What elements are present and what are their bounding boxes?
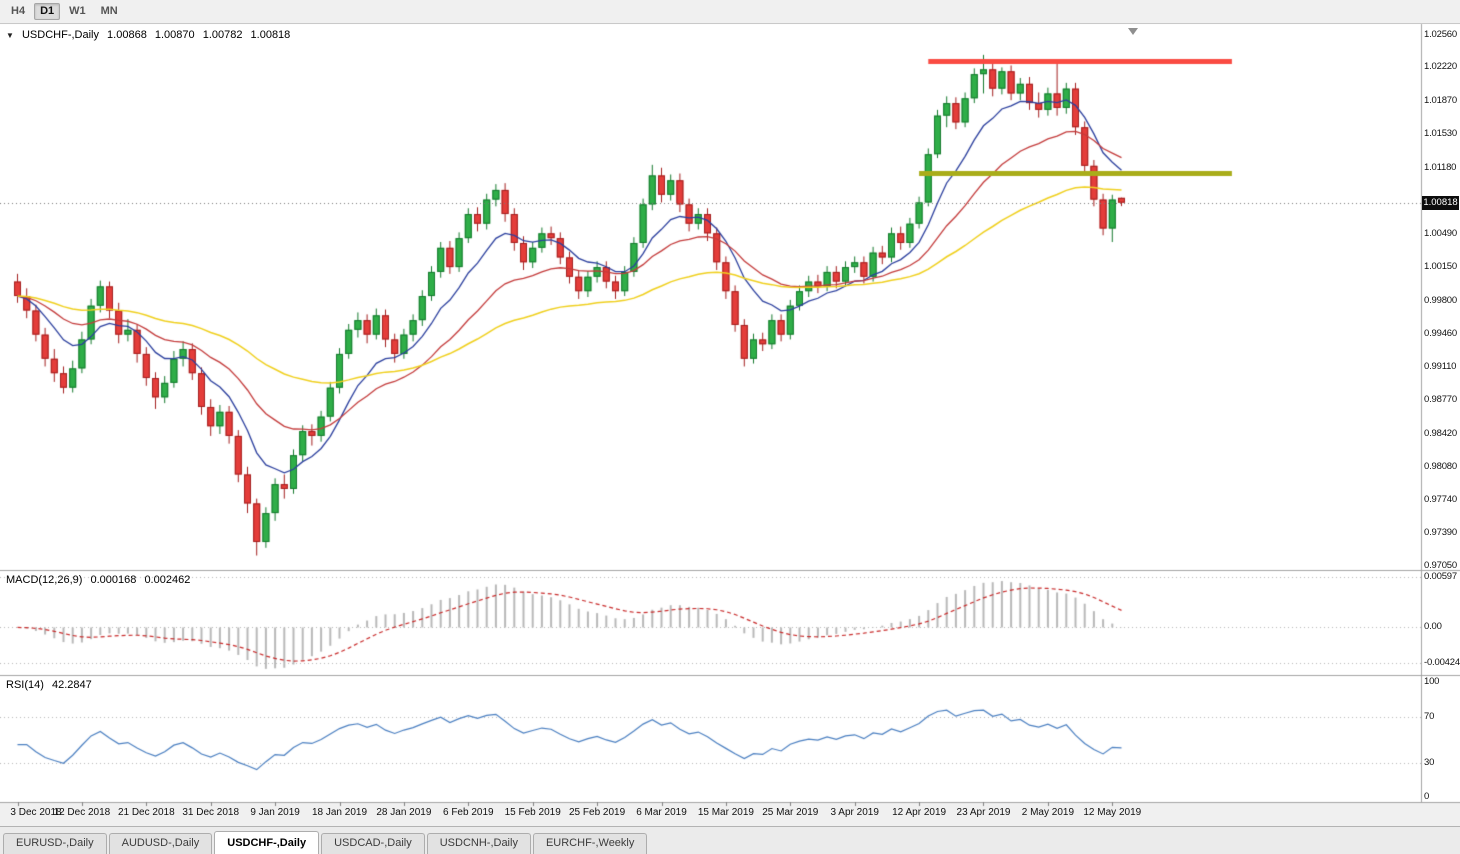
rsi-axis-label: 100 — [1424, 676, 1440, 687]
rsi-axis-label: 70 — [1424, 710, 1435, 722]
chart-title: ▼ USDCHF-,Daily 1.00868 1.00870 1.00782 … — [6, 29, 295, 41]
macd-axis-label: -0.00424 — [1424, 657, 1460, 669]
date-axis-label: 18 Jan 2019 — [311, 807, 368, 818]
price-axis-label: 1.02220 — [1424, 61, 1457, 73]
chart-tab-usdcad-daily[interactable]: USDCAD-,Daily — [321, 833, 425, 854]
timeframe-toolbar: H4 D1 W1 MN — [0, 0, 1460, 24]
chart-tab-audusd-daily[interactable]: AUDUSD-,Daily — [108, 833, 213, 854]
date-axis-label: 9 Jan 2019 — [250, 807, 300, 818]
ohlc-high: 1.00870 — [154, 29, 195, 41]
price-axis-label: 1.02560 — [1424, 28, 1457, 40]
rsi-axis-label: 0 — [1424, 791, 1430, 802]
macd-axis-label: 0.00597 — [1424, 571, 1457, 583]
price-axis-label: 1.01180 — [1424, 161, 1457, 173]
date-axis-label: 15 Mar 2019 — [697, 807, 754, 818]
ohlc-close: 1.00818 — [250, 29, 291, 41]
chart-symbol-label: USDCHF-,Daily — [21, 29, 99, 41]
price-axis-label: 1.01530 — [1424, 127, 1457, 139]
date-axis-label: 12 Apr 2019 — [892, 807, 947, 818]
date-axis-label: 28 Jan 2019 — [376, 807, 432, 818]
date-axis-label: 6 Feb 2019 — [442, 807, 494, 818]
macd-panel[interactable] — [0, 571, 1421, 675]
price-axis-label: 0.99110 — [1424, 361, 1457, 373]
price-axis-label: 0.98770 — [1424, 394, 1457, 406]
timeframe-button-d1[interactable]: D1 — [34, 3, 61, 20]
current-price-tag: 1.00818 — [1422, 196, 1459, 210]
chart-tab-eurchf-weekly[interactable]: EURCHF-,Weekly — [532, 833, 648, 854]
price-axis[interactable]: 1.02560 1.02220 1.01870 1.01530 1.01180 1.004… — [1422, 24, 1460, 802]
macd-name: MACD(12,26,9) — [6, 574, 83, 586]
timeframe-button-mn[interactable]: MN — [100, 5, 118, 17]
price-axis-label: 1.00150 — [1424, 261, 1457, 273]
symbol-dropdown-icon[interactable]: ▼ — [6, 30, 14, 40]
chart-tab-eurusd-daily[interactable]: EURUSD-,Daily — [3, 833, 107, 854]
price-axis-label: 0.98080 — [1424, 460, 1457, 472]
date-axis-label: 23 Apr 2019 — [956, 807, 1011, 818]
date-axis-label: 12 Dec 2018 — [53, 807, 111, 818]
price-axis-label: 0.99460 — [1424, 327, 1457, 339]
date-axis-label: 31 Dec 2018 — [182, 807, 240, 818]
macd-main-value: 0.000168 — [90, 574, 137, 586]
macd-label: MACD(12,26,9) 0.000168 0.002462 — [6, 574, 195, 586]
rsi-name: RSI(14) — [6, 679, 44, 691]
ohlc-low: 1.00782 — [202, 29, 243, 41]
price-axis-label: 0.99800 — [1424, 294, 1457, 306]
macd-signal-value: 0.002462 — [144, 574, 191, 586]
main-chart-panel[interactable] — [0, 24, 1421, 570]
date-axis-label: 6 Mar 2019 — [636, 807, 687, 818]
date-axis-label: 2 May 2019 — [1021, 807, 1075, 818]
date-axis-label: 3 Dec 2018 — [10, 807, 62, 818]
price-axis-label: 1.00490 — [1424, 228, 1457, 240]
date-axis-label: 25 Feb 2019 — [569, 807, 626, 818]
chart-tab-usdchf-daily[interactable]: USDCHF-,Daily — [214, 831, 320, 854]
chart-tab-usdcnh-daily[interactable]: USDCNH-,Daily — [426, 833, 531, 854]
macd-axis-label: 0.00 — [1424, 621, 1442, 633]
ohlc-open: 1.00868 — [107, 29, 147, 41]
price-axis-label: 0.97740 — [1424, 493, 1457, 505]
price-axis-label: 0.97050 — [1424, 560, 1457, 572]
timeframe-button-h4[interactable]: H4 — [11, 5, 26, 17]
rsi-label: RSI(14) 42.2847 — [6, 679, 97, 691]
date-axis-label: 3 Apr 2019 — [830, 807, 879, 818]
price-axis-label: 0.97390 — [1424, 527, 1457, 539]
chart-shift-marker[interactable] — [1128, 28, 1138, 35]
date-axis-label: 25 Mar 2019 — [762, 807, 819, 818]
rsi-axis-label: 30 — [1424, 756, 1435, 768]
rsi-value: 42.2847 — [51, 679, 92, 691]
rsi-panel[interactable] — [0, 676, 1421, 802]
chart-tabs-bar: EURUSD-,Daily AUDUSD-,Daily USDCHF-,Daily U… — [0, 826, 1460, 854]
date-axis-label: 15 Feb 2019 — [504, 807, 561, 818]
price-axis-label: 0.98420 — [1424, 427, 1457, 439]
time-axis[interactable]: 3 Dec 2018 12 Dec 2018 21 Dec 2018 31 Dec 2… — [0, 802, 1460, 826]
price-axis-label: 1.01870 — [1424, 95, 1457, 107]
timeframe-button-w1[interactable]: W1 — [69, 5, 86, 17]
date-axis-label: 12 May 2019 — [1083, 807, 1142, 818]
date-axis-label: 21 Dec 2018 — [117, 807, 175, 818]
